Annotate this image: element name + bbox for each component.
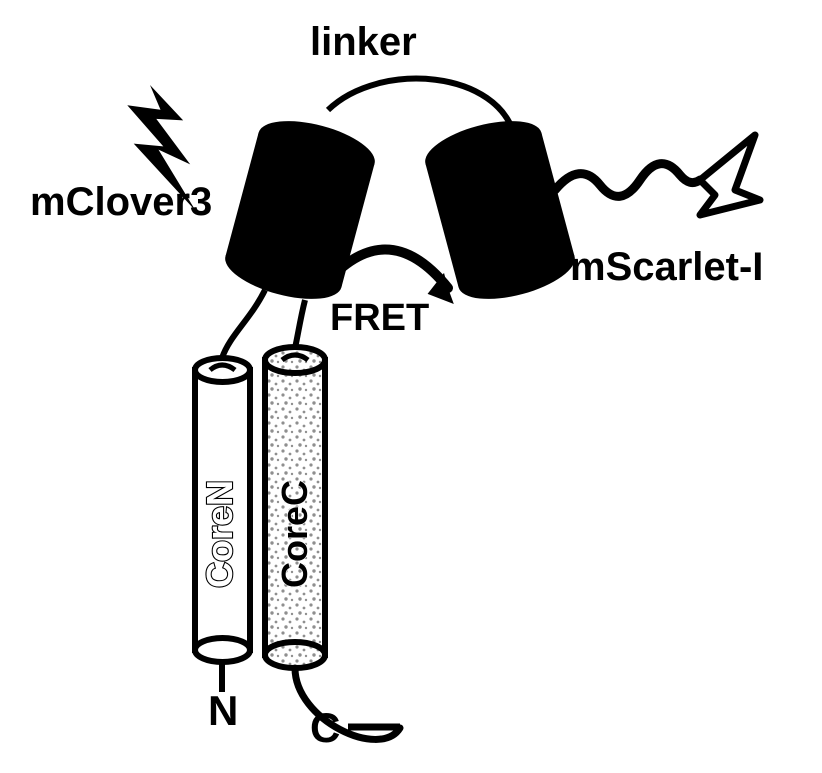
label-mscarleti: mScarlet-I: [570, 245, 763, 289]
label-n-terminus: N: [208, 687, 238, 734]
diagram-canvas: linker mClover3 mScarlet-I FRET CoreN Co…: [0, 0, 822, 773]
label-corec: CoreC: [274, 480, 315, 588]
label-mclover3: mClover3: [30, 180, 212, 224]
svg-text:CoreN: CoreN: [199, 480, 240, 588]
label-coren: CoreN: [199, 480, 240, 588]
svg-text:CoreC: CoreC: [274, 480, 315, 588]
label-linker: linker: [310, 20, 417, 64]
label-c-terminus: C: [310, 704, 340, 751]
background: [0, 0, 822, 773]
label-fret: FRET: [330, 297, 429, 339]
